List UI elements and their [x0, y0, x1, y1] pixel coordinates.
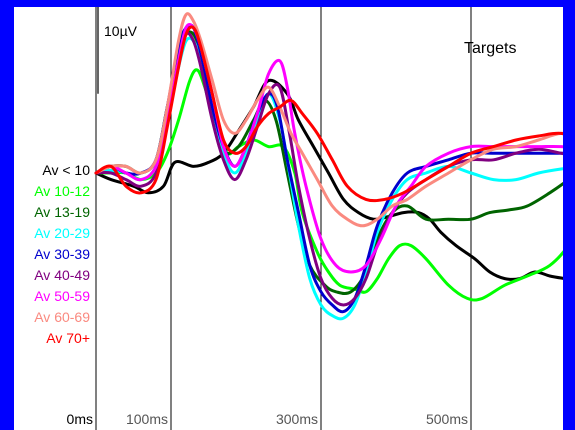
legend-label-7: Av 60-69 [34, 309, 90, 325]
series-line-7 [94, 12, 563, 228]
scale-label: 10µV [104, 23, 138, 39]
legend-label-5: Av 40-49 [34, 267, 90, 283]
legend-label-8: Av 70+ [46, 330, 90, 346]
x-tick-label-2: 300ms [276, 411, 318, 427]
series-line-0 [94, 78, 563, 281]
x-tick-label-1: 100ms [126, 411, 168, 427]
series-line-8 [94, 25, 563, 203]
scale-bar-group: 10µV [97, 7, 138, 94]
x-tick-label-3: 500ms [426, 411, 468, 427]
legend-label-4: Av 30-39 [34, 246, 90, 262]
legend-label-0: Av < 10 [42, 162, 90, 178]
erp-chart: 10µV Targets Av < 10 Av 10-12 Av 13-19 Av 2… [14, 7, 563, 430]
legend-label-2: Av 13-19 [34, 204, 90, 220]
legend-label-6: Av 50-59 [34, 288, 90, 304]
x-tick-label-0: 0ms [67, 411, 93, 427]
legend: Av < 10 Av 10-12 Av 13-19 Av 20-29 Av 30-39 A… [34, 162, 90, 346]
legend-label-3: Av 20-29 [34, 225, 90, 241]
chart-title: Targets [464, 40, 516, 57]
series-group [94, 12, 563, 321]
x-tick-labels: 0ms 100ms 300ms 500ms [67, 411, 468, 427]
legend-label-1: Av 10-12 [34, 183, 90, 199]
